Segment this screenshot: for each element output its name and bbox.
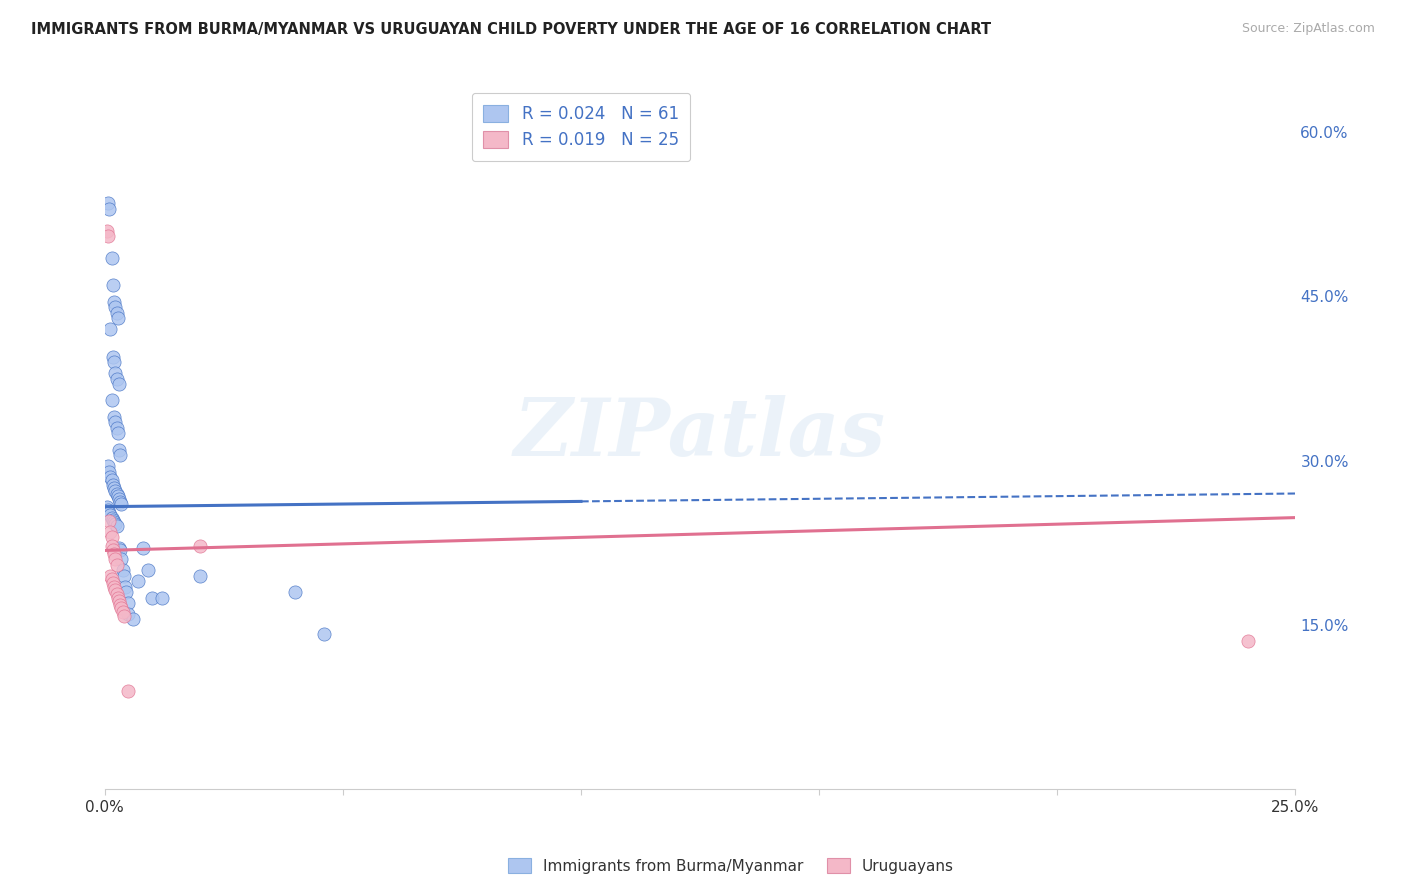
Point <box>101 474 124 488</box>
Point <box>100 568 122 582</box>
Text: ZIPatlas: ZIPatlas <box>515 394 886 472</box>
Point <box>103 481 125 495</box>
Point <box>103 547 125 561</box>
Point <box>110 498 132 512</box>
Point <box>1237 634 1260 648</box>
Point <box>101 530 124 544</box>
Point <box>96 224 118 238</box>
Point <box>105 486 128 500</box>
Point <box>101 572 124 586</box>
Point <box>107 311 129 326</box>
Point <box>104 552 127 566</box>
Point <box>103 543 125 558</box>
Point <box>112 568 135 582</box>
Point <box>97 459 120 474</box>
Point <box>105 306 128 320</box>
Point <box>107 426 129 441</box>
Point <box>105 587 128 601</box>
Point <box>104 484 127 499</box>
Point <box>103 294 125 309</box>
Point <box>100 524 122 539</box>
Point <box>105 371 128 385</box>
Point <box>104 517 127 532</box>
Point <box>107 591 129 605</box>
Point <box>101 251 124 265</box>
Point <box>103 355 125 369</box>
Point <box>108 377 131 392</box>
Point <box>107 489 129 503</box>
Point <box>117 596 139 610</box>
Point <box>188 539 211 553</box>
Point <box>98 465 121 479</box>
Legend: Immigrants from Burma/Myanmar, Uruguayans: Immigrants from Burma/Myanmar, Uruguayan… <box>502 852 960 880</box>
Point <box>141 591 163 605</box>
Legend: R = 0.024   N = 61, R = 0.019   N = 25: R = 0.024 N = 61, R = 0.019 N = 25 <box>471 93 690 161</box>
Point <box>111 605 134 619</box>
Point <box>127 574 149 588</box>
Point <box>312 626 335 640</box>
Point <box>108 495 131 509</box>
Text: Source: ZipAtlas.com: Source: ZipAtlas.com <box>1241 22 1375 36</box>
Point <box>108 543 131 558</box>
Point <box>103 515 125 529</box>
Point <box>104 415 127 429</box>
Point <box>110 552 132 566</box>
Point <box>122 612 145 626</box>
Point <box>108 448 131 462</box>
Point <box>103 350 125 364</box>
Point <box>98 202 121 216</box>
Point <box>103 409 125 424</box>
Point <box>103 278 125 293</box>
Point <box>101 510 124 524</box>
Point <box>103 576 125 591</box>
Point <box>117 683 139 698</box>
Point <box>100 470 122 484</box>
Point <box>101 539 124 553</box>
Point <box>108 491 131 506</box>
Point <box>104 301 127 315</box>
Point <box>117 607 139 621</box>
Point <box>96 500 118 514</box>
Point <box>97 196 120 211</box>
Point <box>114 580 136 594</box>
Point <box>103 580 125 594</box>
Point <box>104 366 127 380</box>
Point <box>103 513 125 527</box>
Point <box>104 582 127 597</box>
Point <box>98 514 121 528</box>
Point <box>284 585 307 599</box>
Point <box>105 519 128 533</box>
Point <box>100 322 122 336</box>
Point <box>110 601 132 615</box>
Point <box>112 609 135 624</box>
Point <box>115 585 138 599</box>
Point <box>100 508 122 523</box>
Point <box>150 591 173 605</box>
Point <box>108 541 131 556</box>
Point <box>108 594 131 608</box>
Point <box>108 598 131 612</box>
Point <box>111 563 134 577</box>
Point <box>108 442 131 457</box>
Point <box>101 393 124 408</box>
Point <box>188 568 211 582</box>
Point <box>136 563 159 577</box>
Point <box>97 229 120 244</box>
Text: IMMIGRANTS FROM BURMA/MYANMAR VS URUGUAYAN CHILD POVERTY UNDER THE AGE OF 16 COR: IMMIGRANTS FROM BURMA/MYANMAR VS URUGUAY… <box>31 22 991 37</box>
Point <box>97 503 120 517</box>
Point <box>98 506 121 520</box>
Point <box>105 558 128 572</box>
Point <box>132 541 155 556</box>
Point <box>103 477 125 491</box>
Point <box>105 421 128 435</box>
